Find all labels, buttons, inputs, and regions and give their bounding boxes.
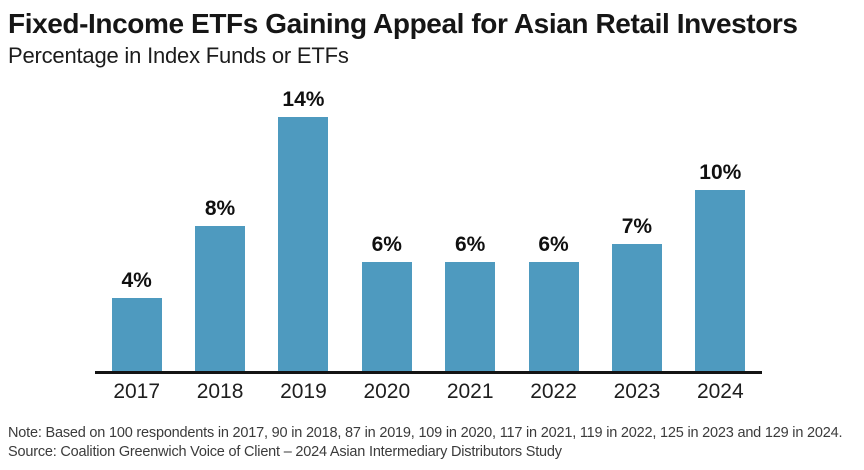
x-tick-label-2019: 2019 — [280, 380, 327, 404]
bar-value-label: 6% — [538, 233, 569, 257]
x-tick-label-2018: 2018 — [196, 380, 244, 404]
bar-column-2018: 8% — [178, 197, 261, 372]
plot-area: 4% 8% 14% 6% 6% 6% 7% 10% — [95, 83, 762, 375]
bar-column-2024: 10% — [679, 161, 762, 372]
bar-2023 — [611, 244, 662, 372]
bar-column-2020: 6% — [345, 233, 428, 372]
x-tick-label-2023: 2023 — [613, 380, 661, 404]
bar-value-label: 6% — [371, 233, 402, 257]
bar-value-label: 6% — [455, 233, 486, 257]
bar-column-2023: 7% — [595, 215, 678, 372]
x-tick-label-2022: 2022 — [530, 380, 577, 404]
x-tick-label-2024: 2024 — [696, 380, 744, 404]
bar-column-2021: 6% — [429, 233, 512, 372]
x-axis: 2017 2018 2019 2020 2021 2022 2023 2024 — [95, 374, 762, 404]
bar-2018 — [195, 226, 246, 372]
bar-value-label: 10% — [699, 161, 742, 185]
source-text: Source: Coalition Greenwich Voice of Cli… — [8, 443, 562, 460]
bar-2017 — [111, 298, 162, 372]
bar-chart: 4% 8% 14% 6% 6% 6% 7% 10% 2017 2018 2019 2020 2021 2… — [95, 83, 762, 404]
bar-2021 — [445, 262, 496, 372]
bar-value-label: 8% — [204, 197, 236, 221]
bar-value-label: 7% — [621, 215, 653, 239]
x-tick-label-2020: 2020 — [363, 380, 411, 404]
x-tick-label-2021: 2021 — [446, 380, 494, 404]
bar-2019 — [278, 117, 329, 372]
bar-2020 — [361, 262, 412, 372]
chart-header: Fixed-Income ETFs Gaining Appeal for Asi… — [0, 0, 864, 68]
note-text: Note: Based on 100 respondents in 2017, … — [8, 425, 843, 442]
chart-title: Fixed-Income ETFs Gaining Appeal for Asi… — [8, 8, 798, 39]
x-tick-label-2017: 2017 — [113, 380, 161, 404]
bar-column-2022: 6% — [512, 233, 595, 372]
chart-footnote: Note: Based on 100 respondents in 2017, … — [8, 424, 864, 460]
bar-column-2019: 14% — [262, 88, 345, 372]
bar-column-2017: 4% — [95, 269, 178, 372]
bar-2024 — [695, 190, 746, 372]
bar-2022 — [528, 262, 579, 372]
bar-value-label: 4% — [121, 269, 152, 293]
chart-subtitle: Percentage in Index Funds or ETFs — [8, 43, 349, 69]
bar-value-label: 14% — [282, 88, 325, 112]
